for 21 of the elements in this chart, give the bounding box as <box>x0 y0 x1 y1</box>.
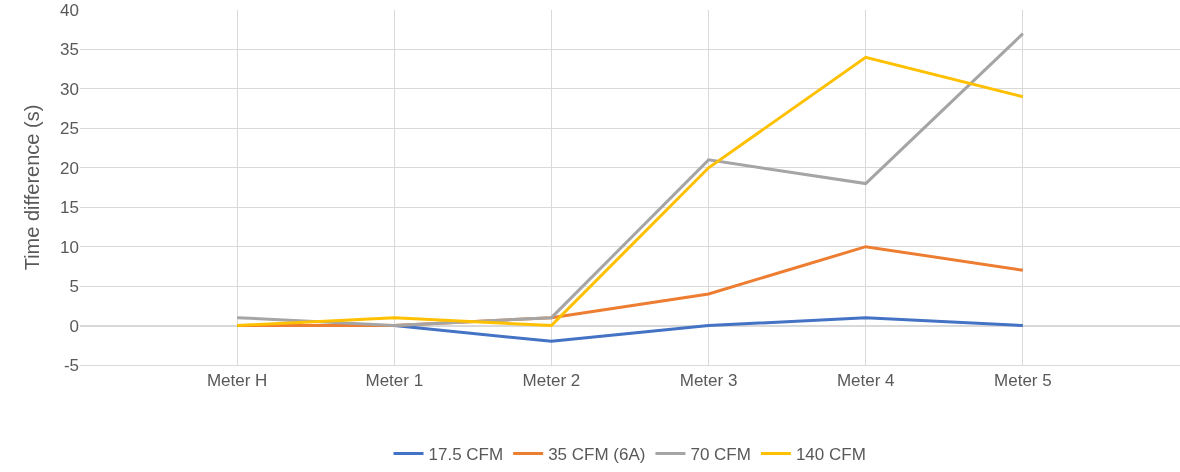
x-tick-label: Meter 3 <box>679 371 738 391</box>
legend-label: 70 CFM <box>690 445 751 465</box>
x-tick-label: Meter H <box>206 371 268 391</box>
y-tick-label: 10 <box>60 237 79 257</box>
legend-label: 17.5 CFM <box>428 445 504 465</box>
x-tick-label: Meter 2 <box>522 371 581 391</box>
legend-label: 140 CFM <box>795 445 866 465</box>
y-tick-label: 30 <box>60 79 79 99</box>
legend-label: 35 CFM (6A) <box>548 445 646 465</box>
y-tick-label: 15 <box>60 198 79 218</box>
x-tick-label: Meter 1 <box>365 371 424 391</box>
y-tick-label: -5 <box>63 355 79 375</box>
x-tick-label: Meter 4 <box>836 371 895 391</box>
y-tick-label: 25 <box>60 119 79 139</box>
y-tick-label: 20 <box>60 158 79 178</box>
y-axis-title: Time difference (s) <box>20 104 43 271</box>
y-tick-label: 35 <box>60 40 79 60</box>
x-tick-label: Meter 5 <box>994 371 1052 391</box>
y-tick-label: 5 <box>69 277 79 297</box>
y-tick-label: 40 <box>60 0 79 20</box>
y-tick-label: 0 <box>69 316 79 336</box>
